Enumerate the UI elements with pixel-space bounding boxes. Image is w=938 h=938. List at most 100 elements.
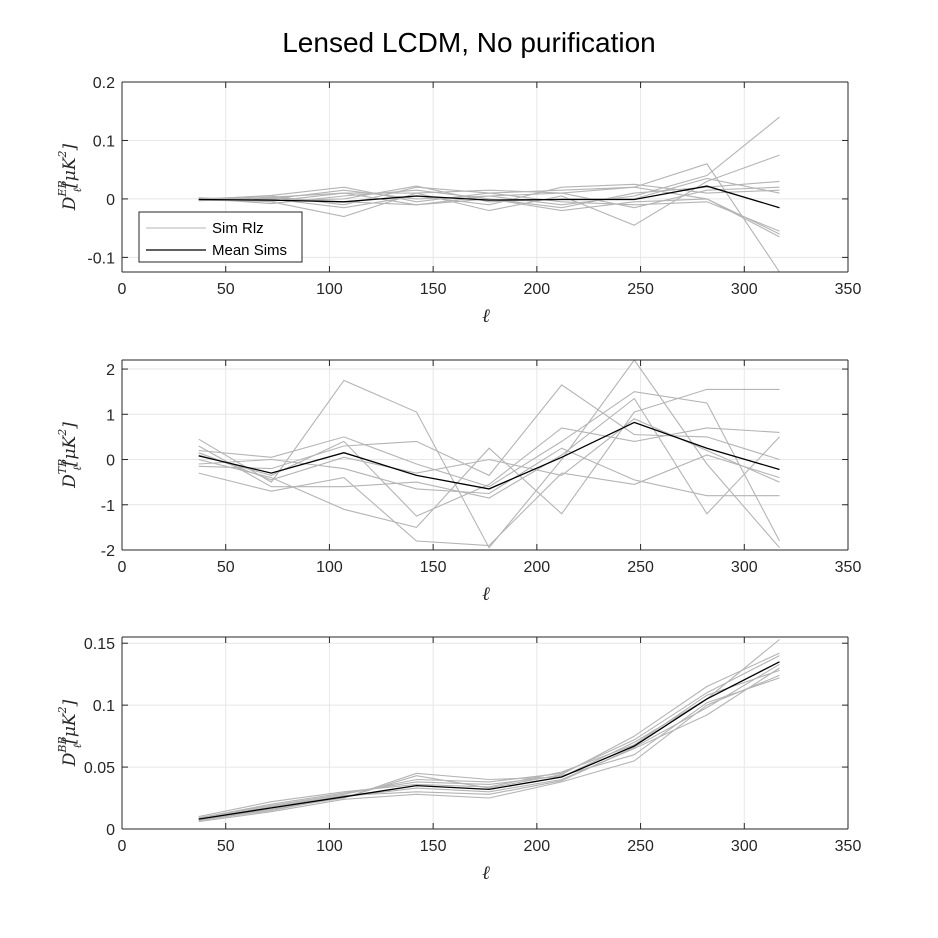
x-tick-label: 200	[524, 281, 551, 298]
legend: Sim Rlz Mean Sims	[138, 211, 303, 263]
y-tick-label: 0.15	[84, 636, 115, 653]
mean-sims-line	[198, 185, 780, 209]
x-tick-label: 50	[217, 281, 235, 298]
y-tick-label: 0.2	[93, 75, 115, 92]
y-axis-label-part: TB	[56, 459, 69, 474]
y-axis-label-part: D	[60, 474, 80, 489]
series-group	[198, 639, 780, 823]
y-axis-label-part: μ	[60, 170, 80, 181]
y-tick-label: 2	[106, 362, 115, 379]
sim-realization-line	[198, 669, 780, 818]
x-tick-label: 100	[316, 838, 343, 855]
mean-sims-line	[198, 421, 780, 490]
x-tick-label: 150	[420, 559, 447, 576]
legend-box	[138, 211, 303, 263]
x-tick-label: 250	[627, 838, 654, 855]
sim-realization-line	[198, 674, 780, 823]
y-axis-label-part: ]	[60, 699, 80, 707]
x-tick-label: 350	[835, 838, 862, 855]
y-tick-label: 0.1	[93, 133, 115, 150]
y-axis-label-part: ℓ	[71, 187, 84, 192]
y-axis-label-part: K	[60, 156, 80, 171]
y-axis-label-part: 2	[56, 706, 69, 714]
sim-realization-line	[198, 427, 780, 517]
y-axis-label-part: ]	[60, 143, 80, 151]
y-axis-label-part: [	[60, 181, 80, 188]
x-tick-label: 150	[420, 838, 447, 855]
x-tick-label: 300	[731, 838, 758, 855]
x-tick-label: 50	[217, 838, 235, 855]
y-tick-label: 0.05	[84, 760, 115, 777]
figure-title: Lensed LCDM, No purification	[282, 27, 656, 58]
y-axis-label-part: ℓ	[71, 466, 84, 471]
y-axis-label-part: K	[60, 434, 80, 449]
y-axis-label-part: K	[60, 712, 80, 727]
y-axis-label-part: ]	[60, 422, 80, 430]
y-tick-label: 0	[106, 822, 115, 839]
x-tick-label: 0	[118, 559, 127, 576]
y-axis-label: DTB ℓ[μK2]	[56, 422, 84, 489]
x-tick-label: 50	[217, 559, 235, 576]
y-axis-label-part: BB	[56, 736, 69, 753]
sim-realization-line	[198, 397, 780, 515]
sim-realization-line	[198, 186, 780, 209]
sim-realization-line	[198, 197, 780, 238]
y-axis-label-part: ℓ	[71, 743, 84, 748]
y-tick-label: 1	[106, 407, 115, 424]
y-axis-label: DEB ℓ[μK2]	[56, 143, 84, 211]
y-tick-label: 0	[106, 453, 115, 470]
sim-realization-line	[198, 186, 780, 235]
x-axis-label: ℓ	[482, 583, 490, 605]
x-tick-label: 200	[524, 838, 551, 855]
sim-realization-line	[198, 655, 780, 819]
sim-realization-line	[198, 384, 780, 477]
x-axis-label: ℓ	[482, 862, 490, 884]
y-axis-label-part: D	[60, 752, 80, 767]
y-tick-label: -1	[101, 498, 115, 515]
sim-realization-line	[198, 360, 780, 549]
x-tick-label: 250	[627, 281, 654, 298]
x-tick-label: 200	[524, 559, 551, 576]
x-tick-label: 350	[835, 281, 862, 298]
sim-realization-line	[198, 652, 780, 821]
plot-area	[122, 360, 848, 550]
y-axis-label-part: [	[60, 737, 80, 744]
y-axis-label-text: DTB ℓ[μK2]	[56, 422, 84, 489]
sim-realization-line	[198, 663, 780, 820]
sim-realization-line	[198, 677, 780, 819]
x-tick-label: 100	[316, 281, 343, 298]
y-axis-label-part: μ	[60, 448, 80, 459]
y-axis-label-part: 2	[56, 429, 69, 437]
y-axis-label-part: D	[60, 196, 80, 211]
x-tick-label: 0	[118, 838, 127, 855]
y-axis-label-part: 2	[56, 150, 69, 158]
x-tick-label: 300	[731, 281, 758, 298]
y-tick-label: -0.1	[87, 250, 115, 267]
x-tick-label: 100	[316, 559, 343, 576]
x-tick-label: 350	[835, 559, 862, 576]
y-tick-label: 0	[106, 192, 115, 209]
x-tick-label: 150	[420, 281, 447, 298]
series-group	[198, 360, 780, 549]
series-group	[198, 116, 780, 272]
y-axis-label-text: DBB ℓ[μK2]	[56, 699, 84, 767]
x-tick-label: 0	[118, 281, 127, 298]
y-axis-label-part: [	[60, 459, 80, 466]
sim-realization-line	[198, 186, 780, 232]
y-axis-label-part: μ	[60, 726, 80, 737]
y-axis-label: DBB ℓ[μK2]	[56, 699, 84, 767]
y-tick-label: 0.1	[93, 698, 115, 715]
y-tick-label: -2	[101, 543, 115, 560]
y-axis-label-part: EB	[56, 180, 69, 197]
sim-realization-line	[198, 391, 780, 542]
x-tick-label: 300	[731, 559, 758, 576]
sim-realization-line	[198, 388, 780, 529]
x-tick-label: 250	[627, 559, 654, 576]
plot-area	[122, 637, 848, 829]
legend-sim-label: Sim Rlz	[212, 220, 264, 237]
sim-realization-line	[198, 447, 780, 497]
legend-mean-label: Mean Sims	[212, 242, 287, 259]
